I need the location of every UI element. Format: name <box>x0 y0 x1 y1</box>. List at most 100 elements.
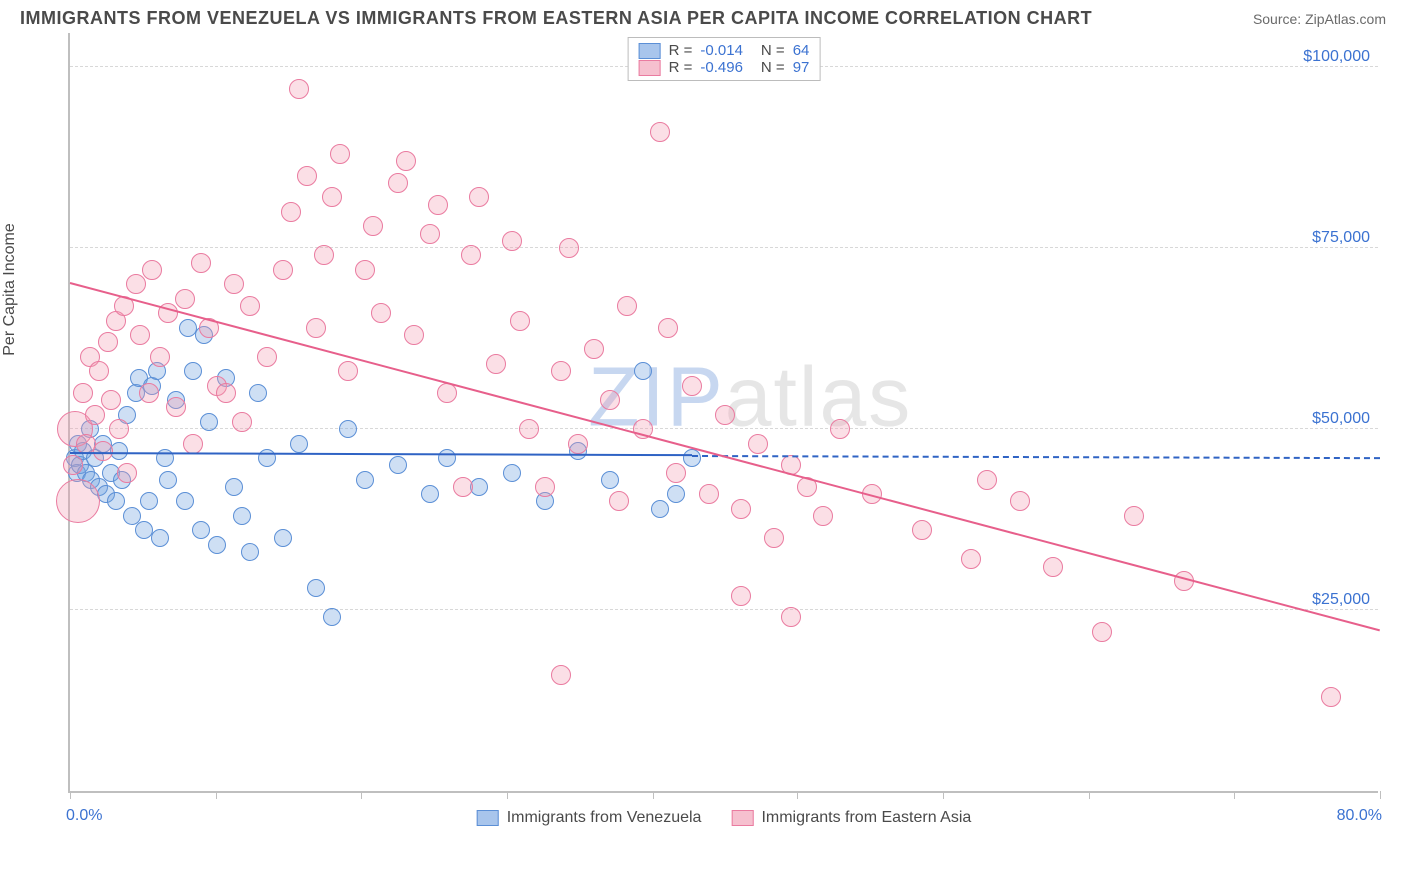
x-tick <box>653 791 654 799</box>
legend-swatch-icon <box>731 810 753 826</box>
data-point <box>216 383 236 403</box>
series-legend: Immigrants from Venezuela Immigrants fro… <box>477 809 972 827</box>
x-tick <box>361 791 362 799</box>
data-point <box>184 362 202 380</box>
data-point <box>225 478 243 496</box>
data-point <box>249 384 267 402</box>
data-point <box>290 435 308 453</box>
data-point <box>469 187 489 207</box>
data-point <box>240 296 260 316</box>
data-point <box>89 361 109 381</box>
data-point <box>584 339 604 359</box>
data-point <box>666 463 686 483</box>
data-point <box>339 420 357 438</box>
x-tick <box>216 791 217 799</box>
data-point <box>764 528 784 548</box>
data-point <box>388 173 408 193</box>
legend-swatch-icon <box>639 60 661 76</box>
data-point <box>731 499 751 519</box>
data-point <box>289 79 309 99</box>
x-tick <box>797 791 798 799</box>
data-point <box>977 470 997 490</box>
data-point <box>139 383 159 403</box>
y-tick-label: $25,000 <box>1312 591 1370 609</box>
data-point <box>109 419 129 439</box>
data-point <box>682 376 702 396</box>
data-point <box>486 354 506 374</box>
data-point <box>715 405 735 425</box>
data-point <box>232 412 252 432</box>
data-point <box>396 151 416 171</box>
data-point <box>273 260 293 280</box>
data-point <box>1010 491 1030 511</box>
data-point <box>617 296 637 316</box>
data-point <box>200 413 218 431</box>
data-point <box>314 245 334 265</box>
data-point <box>151 529 169 547</box>
data-point <box>438 449 456 467</box>
data-point <box>233 507 251 525</box>
data-point <box>101 390 121 410</box>
data-point <box>600 390 620 410</box>
data-point <box>502 231 522 251</box>
data-point <box>135 521 153 539</box>
data-point <box>634 362 652 380</box>
data-point <box>650 122 670 142</box>
data-point <box>519 419 539 439</box>
data-point <box>699 484 719 504</box>
data-point <box>559 238 579 258</box>
correlation-legend: R = -0.014 N = 64 R = -0.496 N = 97 <box>628 37 821 81</box>
data-point <box>912 520 932 540</box>
data-point <box>731 586 751 606</box>
data-point <box>192 521 210 539</box>
y-tick-label: $75,000 <box>1312 229 1370 247</box>
data-point <box>420 224 440 244</box>
legend-item: Immigrants from Eastern Asia <box>731 809 971 827</box>
data-point <box>98 332 118 352</box>
data-point <box>110 442 128 460</box>
data-point <box>306 318 326 338</box>
data-point <box>510 311 530 331</box>
data-point <box>208 536 226 554</box>
data-point <box>257 347 277 367</box>
data-point <box>404 325 424 345</box>
x-axis-min: 0.0% <box>66 807 102 825</box>
data-point <box>355 260 375 280</box>
data-point <box>183 434 203 454</box>
data-point <box>461 245 481 265</box>
y-tick-label: $50,000 <box>1312 410 1370 428</box>
header: IMMIGRANTS FROM VENEZUELA VS IMMIGRANTS … <box>0 0 1406 33</box>
chart-title: IMMIGRANTS FROM VENEZUELA VS IMMIGRANTS … <box>20 8 1092 29</box>
x-axis-max: 80.0% <box>1337 807 1382 825</box>
data-point <box>1124 506 1144 526</box>
data-point <box>159 471 177 489</box>
legend-label: Immigrants from Venezuela <box>507 809 702 827</box>
data-point <box>85 405 105 425</box>
data-point <box>93 441 113 461</box>
data-point <box>56 479 100 523</box>
legend-swatch-icon <box>477 810 499 826</box>
data-point <box>535 477 555 497</box>
data-point <box>1321 687 1341 707</box>
data-point <box>142 260 162 280</box>
chart-container: Per Capita Income ZIPatlas R = -0.014 N … <box>20 33 1386 793</box>
data-point <box>322 187 342 207</box>
data-point <box>323 608 341 626</box>
data-point <box>150 347 170 367</box>
r-value: -0.014 <box>700 42 743 59</box>
y-axis-label: Per Capita Income <box>1 223 19 356</box>
data-point <box>297 166 317 186</box>
data-point <box>338 361 358 381</box>
data-point <box>1092 622 1112 642</box>
data-point <box>470 478 488 496</box>
data-point <box>140 492 158 510</box>
legend-label: Immigrants from Eastern Asia <box>761 809 971 827</box>
data-point <box>609 491 629 511</box>
data-point <box>117 463 137 483</box>
data-point <box>63 455 83 475</box>
x-tick <box>70 791 71 799</box>
data-point <box>683 449 701 467</box>
data-point <box>781 607 801 627</box>
data-point <box>191 253 211 273</box>
data-point <box>241 543 259 561</box>
